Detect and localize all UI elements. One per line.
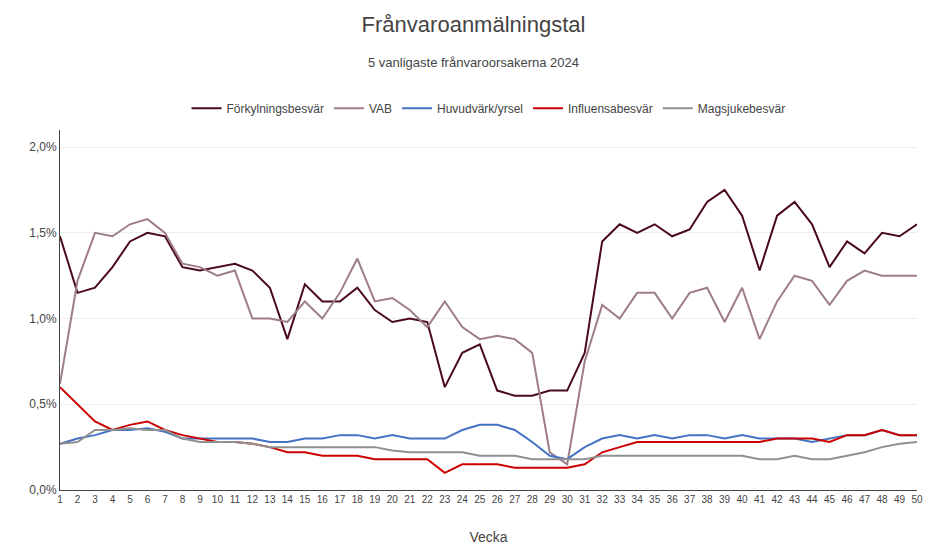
svg-text:1,5%: 1,5% (29, 226, 57, 240)
svg-text:27: 27 (509, 494, 521, 505)
svg-text:28: 28 (527, 494, 539, 505)
svg-text:Förkylningsbesvär: Förkylningsbesvär (227, 102, 324, 116)
svg-text:50: 50 (911, 494, 923, 505)
svg-text:0,5%: 0,5% (29, 397, 57, 411)
svg-text:23: 23 (439, 494, 451, 505)
svg-text:15: 15 (299, 494, 311, 505)
svg-text:49: 49 (894, 494, 906, 505)
svg-text:20: 20 (387, 494, 399, 505)
svg-text:2: 2 (75, 494, 81, 505)
svg-text:21: 21 (404, 494, 416, 505)
svg-text:13: 13 (264, 494, 276, 505)
svg-text:26: 26 (492, 494, 504, 505)
svg-text:47: 47 (859, 494, 871, 505)
svg-text:24: 24 (457, 494, 469, 505)
svg-text:14: 14 (282, 494, 294, 505)
svg-text:Huvudvärk/yrsel: Huvudvärk/yrsel (437, 102, 523, 116)
svg-text:1,0%: 1,0% (29, 312, 57, 326)
svg-text:12: 12 (247, 494, 259, 505)
svg-text:38: 38 (702, 494, 714, 505)
svg-text:32: 32 (597, 494, 609, 505)
svg-text:35: 35 (649, 494, 661, 505)
svg-text:6: 6 (145, 494, 151, 505)
svg-text:Vecka: Vecka (469, 529, 507, 545)
svg-text:25: 25 (474, 494, 486, 505)
svg-text:42: 42 (772, 494, 784, 505)
svg-text:8: 8 (180, 494, 186, 505)
svg-text:1: 1 (57, 494, 63, 505)
svg-text:3: 3 (92, 494, 98, 505)
svg-text:36: 36 (667, 494, 679, 505)
svg-text:5: 5 (127, 494, 133, 505)
svg-text:31: 31 (579, 494, 591, 505)
svg-text:43: 43 (789, 494, 801, 505)
svg-text:7: 7 (162, 494, 168, 505)
svg-text:10: 10 (212, 494, 224, 505)
svg-text:30: 30 (562, 494, 574, 505)
svg-text:17: 17 (334, 494, 346, 505)
svg-text:Frånvaroanmälningstal: Frånvaroanmälningstal (362, 12, 586, 37)
svg-text:VAB: VAB (369, 102, 392, 116)
svg-text:40: 40 (737, 494, 749, 505)
svg-text:41: 41 (754, 494, 766, 505)
svg-text:Influensabesvär: Influensabesvär (568, 102, 653, 116)
svg-text:19: 19 (369, 494, 381, 505)
svg-text:29: 29 (544, 494, 556, 505)
svg-text:33: 33 (614, 494, 626, 505)
svg-text:16: 16 (317, 494, 329, 505)
svg-text:18: 18 (352, 494, 364, 505)
svg-text:0,0%: 0,0% (29, 483, 57, 497)
svg-text:45: 45 (824, 494, 836, 505)
svg-text:34: 34 (632, 494, 644, 505)
svg-text:Magsjukebesvär: Magsjukebesvär (698, 102, 785, 116)
svg-text:5 vanligaste frånvaroorsakerna: 5 vanligaste frånvaroorsakerna 2024 (368, 55, 579, 70)
svg-text:22: 22 (422, 494, 434, 505)
svg-text:48: 48 (876, 494, 888, 505)
svg-text:39: 39 (719, 494, 731, 505)
svg-text:2,0%: 2,0% (29, 140, 57, 154)
svg-text:9: 9 (197, 494, 203, 505)
svg-text:46: 46 (841, 494, 853, 505)
svg-text:4: 4 (110, 494, 116, 505)
svg-text:37: 37 (684, 494, 696, 505)
svg-text:44: 44 (806, 494, 818, 505)
svg-text:11: 11 (230, 494, 241, 505)
